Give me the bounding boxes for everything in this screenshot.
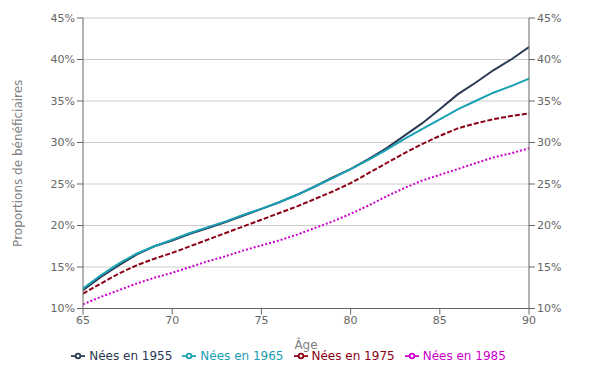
svg-text:20%: 20%	[537, 219, 561, 232]
html-text:Nées en 1975: Nées en 1975	[311, 348, 395, 363]
svg-text:35%: 35%	[51, 95, 75, 108]
svg-text:75: 75	[254, 314, 268, 327]
html-text:Nées en 1985: Nées en 1985	[422, 348, 506, 363]
svg-text:80: 80	[344, 314, 358, 327]
svg-text:20%: 20%	[51, 219, 75, 232]
html-text:Nées en 1955: Nées en 1955	[89, 348, 173, 363]
svg-text:10%: 10%	[51, 302, 75, 315]
html-text:Nées en 1965: Nées en 1965	[200, 348, 284, 363]
svg-text:30%: 30%	[537, 136, 561, 149]
svg-text:90: 90	[522, 314, 536, 327]
svg-text:40%: 40%	[537, 53, 561, 66]
svg-text:45%: 45%	[51, 12, 75, 25]
svg-text:Proportions de bénéficiaires: Proportions de bénéficiaires	[11, 80, 25, 247]
svg-text:35%: 35%	[537, 95, 561, 108]
svg-text:Âge: Âge	[294, 337, 317, 352]
svg-text:25%: 25%	[537, 178, 561, 191]
svg-text:40%: 40%	[51, 53, 75, 66]
svg-text:15%: 15%	[537, 261, 561, 274]
svg-text:45%: 45%	[537, 12, 561, 25]
svg-text:70: 70	[165, 314, 179, 327]
svg-text:85: 85	[433, 314, 447, 327]
svg-text:25%: 25%	[51, 178, 75, 191]
svg-text:15%: 15%	[51, 261, 75, 274]
svg-text:10%: 10%	[537, 302, 561, 315]
svg-text:65: 65	[76, 314, 90, 327]
svg-text:30%: 30%	[51, 136, 75, 149]
